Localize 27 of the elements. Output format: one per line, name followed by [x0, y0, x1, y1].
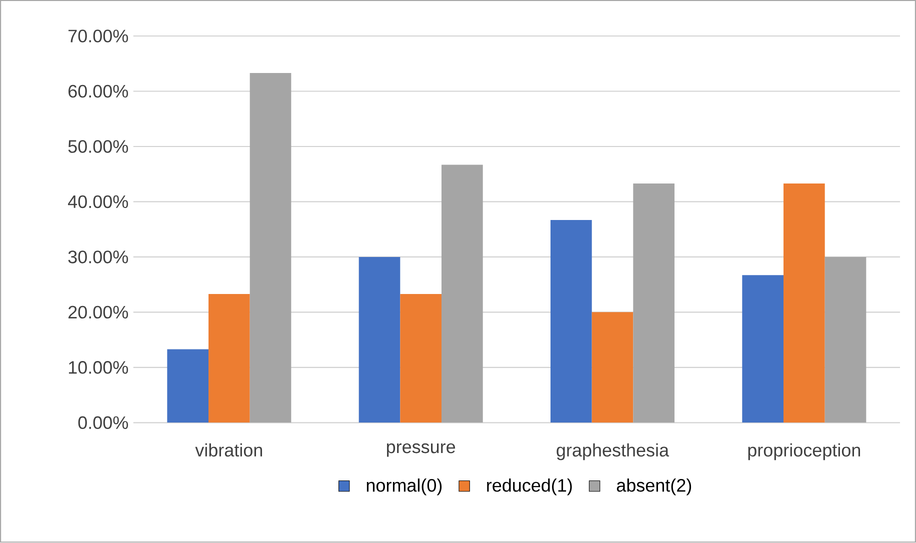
y-tick-label: 50.00%: [68, 140, 128, 154]
bar: [400, 294, 442, 423]
legend-label: reduced(1): [487, 478, 572, 496]
bar: [442, 164, 483, 423]
bar: [250, 73, 292, 423]
bar: [592, 312, 634, 423]
y-tick-label: 40.00%: [68, 196, 128, 208]
legend-label: normal(0): [366, 478, 442, 496]
legend-label: absent(2): [616, 478, 692, 496]
bar: [358, 257, 400, 423]
y-tick-label: 70.00%: [68, 30, 128, 43]
bar: [167, 349, 209, 423]
bar: [784, 184, 825, 423]
x-tick-label: pressure: [386, 444, 456, 457]
x-tick-label: graphesthesia: [556, 444, 670, 460]
bar: [742, 275, 784, 423]
bar: [208, 294, 250, 423]
y-tick-label: 10.00%: [68, 361, 128, 374]
y-tick-label: 0.00%: [78, 416, 128, 430]
bar: [824, 257, 866, 423]
y-tick-label: 60.00%: [68, 85, 128, 98]
y-tick-label: 30.00%: [68, 250, 128, 264]
bar: [633, 184, 675, 423]
x-tick-label: vibration: [195, 444, 262, 457]
bar: [550, 220, 592, 423]
x-tick-label: proprioception: [748, 444, 860, 460]
y-tick-label: 20.00%: [68, 306, 128, 319]
